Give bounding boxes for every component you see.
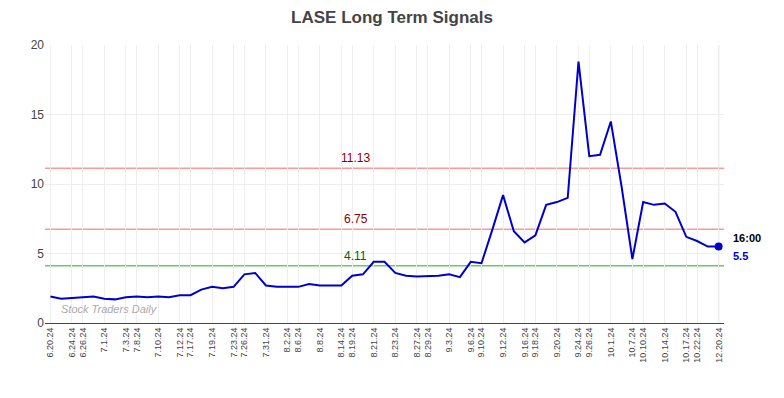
svg-text:9.26.24: 9.26.24 [584, 328, 594, 358]
svg-text:20: 20 [31, 38, 45, 52]
svg-text:7.19.24: 7.19.24 [207, 328, 217, 358]
svg-text:9.12.24: 9.12.24 [498, 328, 508, 358]
svg-text:8.14.24: 8.14.24 [336, 328, 346, 358]
svg-text:LASE Long Term Signals: LASE Long Term Signals [291, 8, 493, 27]
svg-text:9.18.24: 9.18.24 [530, 328, 540, 358]
svg-text:10.14.24: 10.14.24 [660, 328, 670, 363]
svg-text:9.24.24: 9.24.24 [573, 328, 583, 358]
svg-text:6.75: 6.75 [344, 212, 368, 226]
svg-text:8.8.24: 8.8.24 [315, 328, 325, 353]
svg-text:12.20.24: 12.20.24 [714, 328, 724, 363]
svg-text:9.20.24: 9.20.24 [552, 328, 562, 358]
svg-text:Stock Traders Daily: Stock Traders Daily [61, 303, 158, 315]
svg-text:9.6.24: 9.6.24 [466, 328, 476, 353]
svg-text:4.11: 4.11 [344, 249, 367, 263]
svg-text:7.3.24: 7.3.24 [121, 328, 131, 353]
svg-text:8.29.24: 8.29.24 [423, 328, 433, 358]
svg-text:8.21.24: 8.21.24 [369, 328, 379, 358]
svg-text:8.2.24: 8.2.24 [282, 328, 292, 353]
svg-text:8.6.24: 8.6.24 [293, 328, 303, 353]
svg-text:8.19.24: 8.19.24 [347, 328, 357, 358]
svg-text:7.10.24: 7.10.24 [153, 328, 163, 358]
svg-text:9.3.24: 9.3.24 [444, 328, 454, 353]
svg-text:10.10.24: 10.10.24 [638, 328, 648, 363]
svg-text:10.7.24: 10.7.24 [627, 328, 637, 358]
svg-text:7.23.24: 7.23.24 [229, 328, 239, 358]
svg-text:7.26.24: 7.26.24 [239, 328, 249, 358]
svg-text:10.22.24: 10.22.24 [692, 328, 702, 363]
svg-text:6.20.24: 6.20.24 [45, 328, 55, 358]
svg-text:16:00: 16:00 [733, 232, 761, 244]
svg-text:10.1.24: 10.1.24 [606, 328, 616, 358]
svg-text:8.23.24: 8.23.24 [390, 328, 400, 358]
svg-text:15: 15 [31, 108, 45, 122]
svg-text:7.1.24: 7.1.24 [99, 328, 109, 353]
svg-text:7.8.24: 7.8.24 [132, 328, 142, 353]
svg-text:11.13: 11.13 [341, 151, 370, 165]
svg-text:7.31.24: 7.31.24 [261, 328, 271, 358]
svg-text:5.5: 5.5 [733, 250, 748, 262]
svg-text:10: 10 [31, 177, 45, 191]
svg-text:6.24.24: 6.24.24 [67, 328, 77, 358]
svg-text:8.27.24: 8.27.24 [412, 328, 422, 358]
svg-text:9.10.24: 9.10.24 [476, 328, 486, 358]
svg-text:7.12.24: 7.12.24 [175, 328, 185, 358]
svg-text:0: 0 [37, 316, 44, 330]
svg-text:10.17.24: 10.17.24 [681, 328, 691, 363]
svg-text:5: 5 [37, 247, 44, 261]
svg-text:7.17.24: 7.17.24 [185, 328, 195, 358]
svg-text:6.26.24: 6.26.24 [78, 328, 88, 358]
svg-text:9.16.24: 9.16.24 [520, 328, 530, 358]
